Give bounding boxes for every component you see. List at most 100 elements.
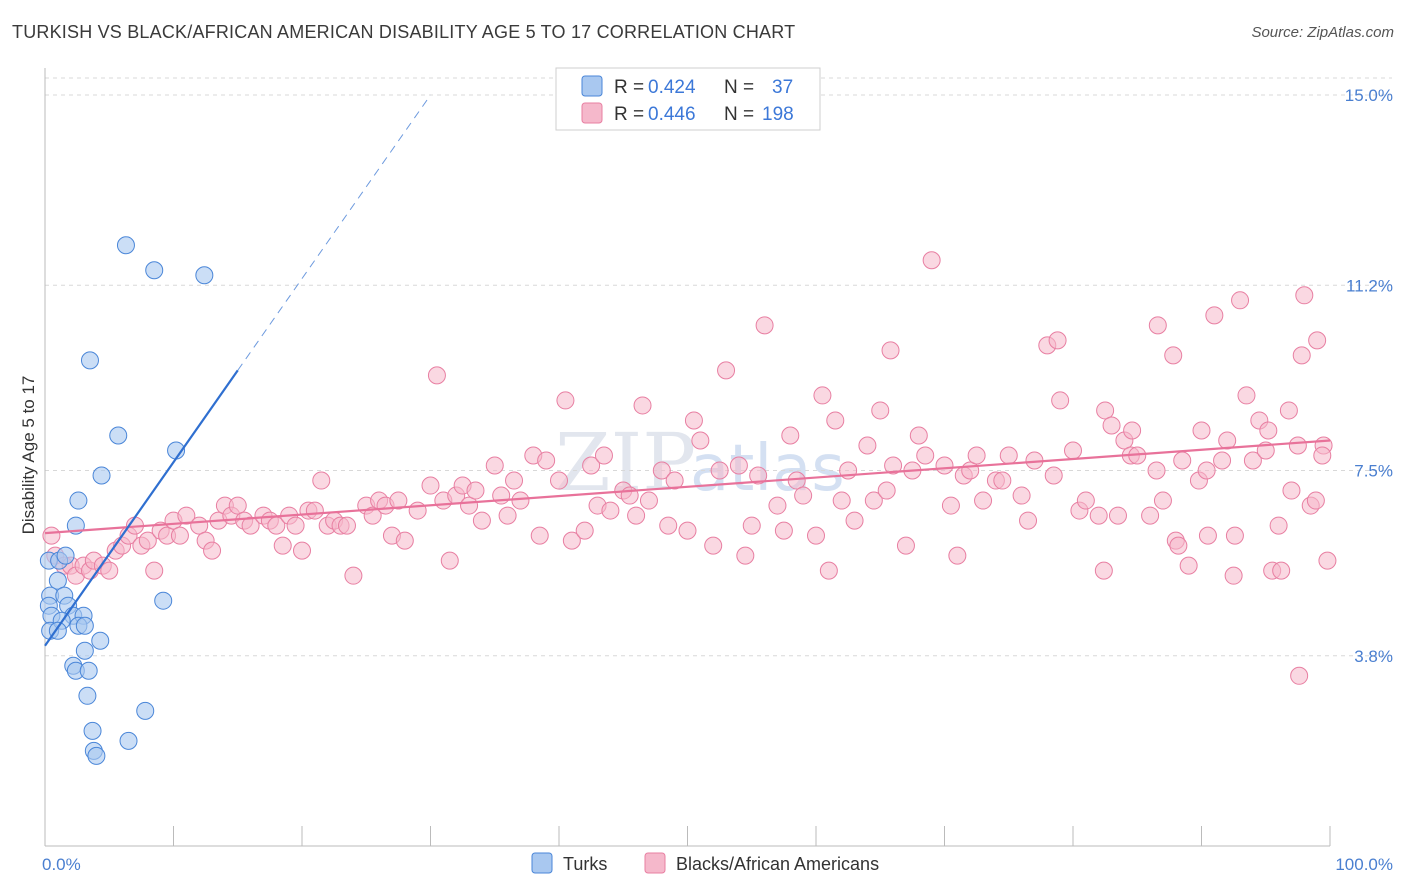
black-data-point bbox=[562, 531, 581, 550]
black-data-point bbox=[1225, 526, 1244, 545]
black-data-point bbox=[138, 531, 157, 550]
black-data-point bbox=[877, 481, 896, 500]
black-data-point bbox=[498, 506, 517, 525]
black-data-point bbox=[337, 516, 356, 535]
turks-trend-line-extension bbox=[237, 94, 431, 371]
black-points-group bbox=[42, 251, 1337, 685]
black-data-point bbox=[1148, 316, 1167, 335]
black-data-point bbox=[395, 531, 414, 550]
black-data-point bbox=[1169, 536, 1188, 555]
black-data-point bbox=[1272, 561, 1291, 580]
black-data-point bbox=[884, 456, 903, 475]
turks-data-point bbox=[48, 571, 67, 590]
black-data-point bbox=[1237, 386, 1256, 405]
black-data-point bbox=[1089, 506, 1108, 525]
black-data-point bbox=[363, 506, 382, 525]
black-data-point bbox=[729, 456, 748, 475]
black-data-point bbox=[1044, 466, 1063, 485]
black-data-point bbox=[1192, 421, 1211, 440]
black-data-point bbox=[203, 541, 222, 560]
black-data-point bbox=[871, 401, 890, 420]
black-data-point bbox=[941, 496, 960, 515]
legend-black-r-value: 0.446 bbox=[648, 104, 696, 125]
axis-layer bbox=[44, 68, 1331, 847]
black-data-point bbox=[556, 391, 575, 410]
black-data-point bbox=[1108, 506, 1127, 525]
black-data-point bbox=[1102, 416, 1121, 435]
black-data-point bbox=[1197, 461, 1216, 480]
black-data-point bbox=[344, 566, 363, 585]
black-data-point bbox=[999, 446, 1018, 465]
black-data-point bbox=[1231, 291, 1250, 310]
y-tick-label: 15.0% bbox=[1345, 86, 1393, 105]
turks-data-point bbox=[80, 351, 99, 370]
turks-points-group bbox=[39, 236, 214, 765]
turks-data-point bbox=[69, 491, 88, 510]
black-data-point bbox=[1147, 461, 1166, 480]
black-data-point bbox=[1259, 421, 1278, 440]
black-data-point bbox=[1292, 346, 1311, 365]
black-data-point bbox=[1313, 446, 1332, 465]
black-data-point bbox=[665, 471, 684, 490]
chart-title: TURKISH VS BLACK/AFRICAN AMERICAN DISABI… bbox=[12, 22, 796, 42]
y-tick-label: 11.2% bbox=[1346, 276, 1393, 295]
black-data-point bbox=[710, 461, 729, 480]
black-data-point bbox=[1279, 401, 1298, 420]
black-data-point bbox=[974, 491, 993, 510]
black-data-point bbox=[1282, 481, 1301, 500]
turks-data-point bbox=[136, 701, 155, 720]
black-data-point bbox=[1173, 451, 1192, 470]
legend-turks-n-value: 37 bbox=[772, 77, 793, 98]
turks-data-point bbox=[75, 616, 94, 635]
x-tick-label-max: 100.0% bbox=[1335, 855, 1393, 874]
black-data-point bbox=[575, 521, 594, 540]
legend-black-n-value: 198 bbox=[762, 104, 794, 125]
black-data-point bbox=[1051, 391, 1070, 410]
y-tick-label: 3.8% bbox=[1354, 647, 1393, 666]
black-data-point bbox=[781, 426, 800, 445]
black-data-point bbox=[742, 516, 761, 535]
black-data-point bbox=[896, 536, 915, 555]
black-data-point bbox=[145, 561, 164, 580]
black-data-point bbox=[440, 551, 459, 570]
black-data-point bbox=[100, 561, 119, 580]
black-data-point bbox=[389, 491, 408, 510]
black-data-point bbox=[1076, 491, 1095, 510]
turks-data-point bbox=[109, 426, 128, 445]
legend-turks-r-label: R = bbox=[614, 77, 644, 98]
black-data-point bbox=[273, 536, 292, 555]
black-data-point bbox=[659, 516, 678, 535]
black-data-point bbox=[582, 456, 601, 475]
black-data-point bbox=[312, 471, 331, 490]
black-data-point bbox=[684, 411, 703, 430]
bottom-legend: Turks Blacks/African Americans bbox=[531, 852, 879, 874]
y-tick-label: 7.5% bbox=[1354, 462, 1393, 481]
black-data-point bbox=[832, 491, 851, 510]
black-data-point bbox=[1141, 506, 1160, 525]
legend-box: R = 0.424 N = 37 R = 0.446 N = 198 bbox=[555, 67, 821, 131]
black-data-point bbox=[627, 506, 646, 525]
black-data-point bbox=[864, 491, 883, 510]
turks-data-point bbox=[91, 631, 110, 650]
turks-data-point bbox=[87, 746, 106, 765]
black-data-point bbox=[1308, 331, 1327, 350]
black-data-point bbox=[633, 396, 652, 415]
black-data-point bbox=[845, 511, 864, 530]
black-data-point bbox=[639, 491, 658, 510]
black-data-point bbox=[935, 456, 954, 475]
black-data-point bbox=[1048, 331, 1067, 350]
black-data-point bbox=[819, 561, 838, 580]
black-data-point bbox=[305, 501, 324, 520]
chart-source: Source: ZipAtlas.com bbox=[1251, 24, 1394, 41]
black-data-point bbox=[42, 526, 61, 545]
turks-data-point bbox=[75, 641, 94, 660]
black-data-point bbox=[691, 431, 710, 450]
turks-data-point bbox=[119, 731, 138, 750]
black-data-point bbox=[1123, 421, 1142, 440]
black-data-point bbox=[511, 491, 530, 510]
black-data-point bbox=[1224, 566, 1243, 585]
bottom-legend-black-label: Blacks/African Americans bbox=[676, 854, 879, 874]
black-data-point bbox=[755, 316, 774, 335]
turks-data-point bbox=[92, 466, 111, 485]
turks-data-point bbox=[56, 546, 75, 565]
